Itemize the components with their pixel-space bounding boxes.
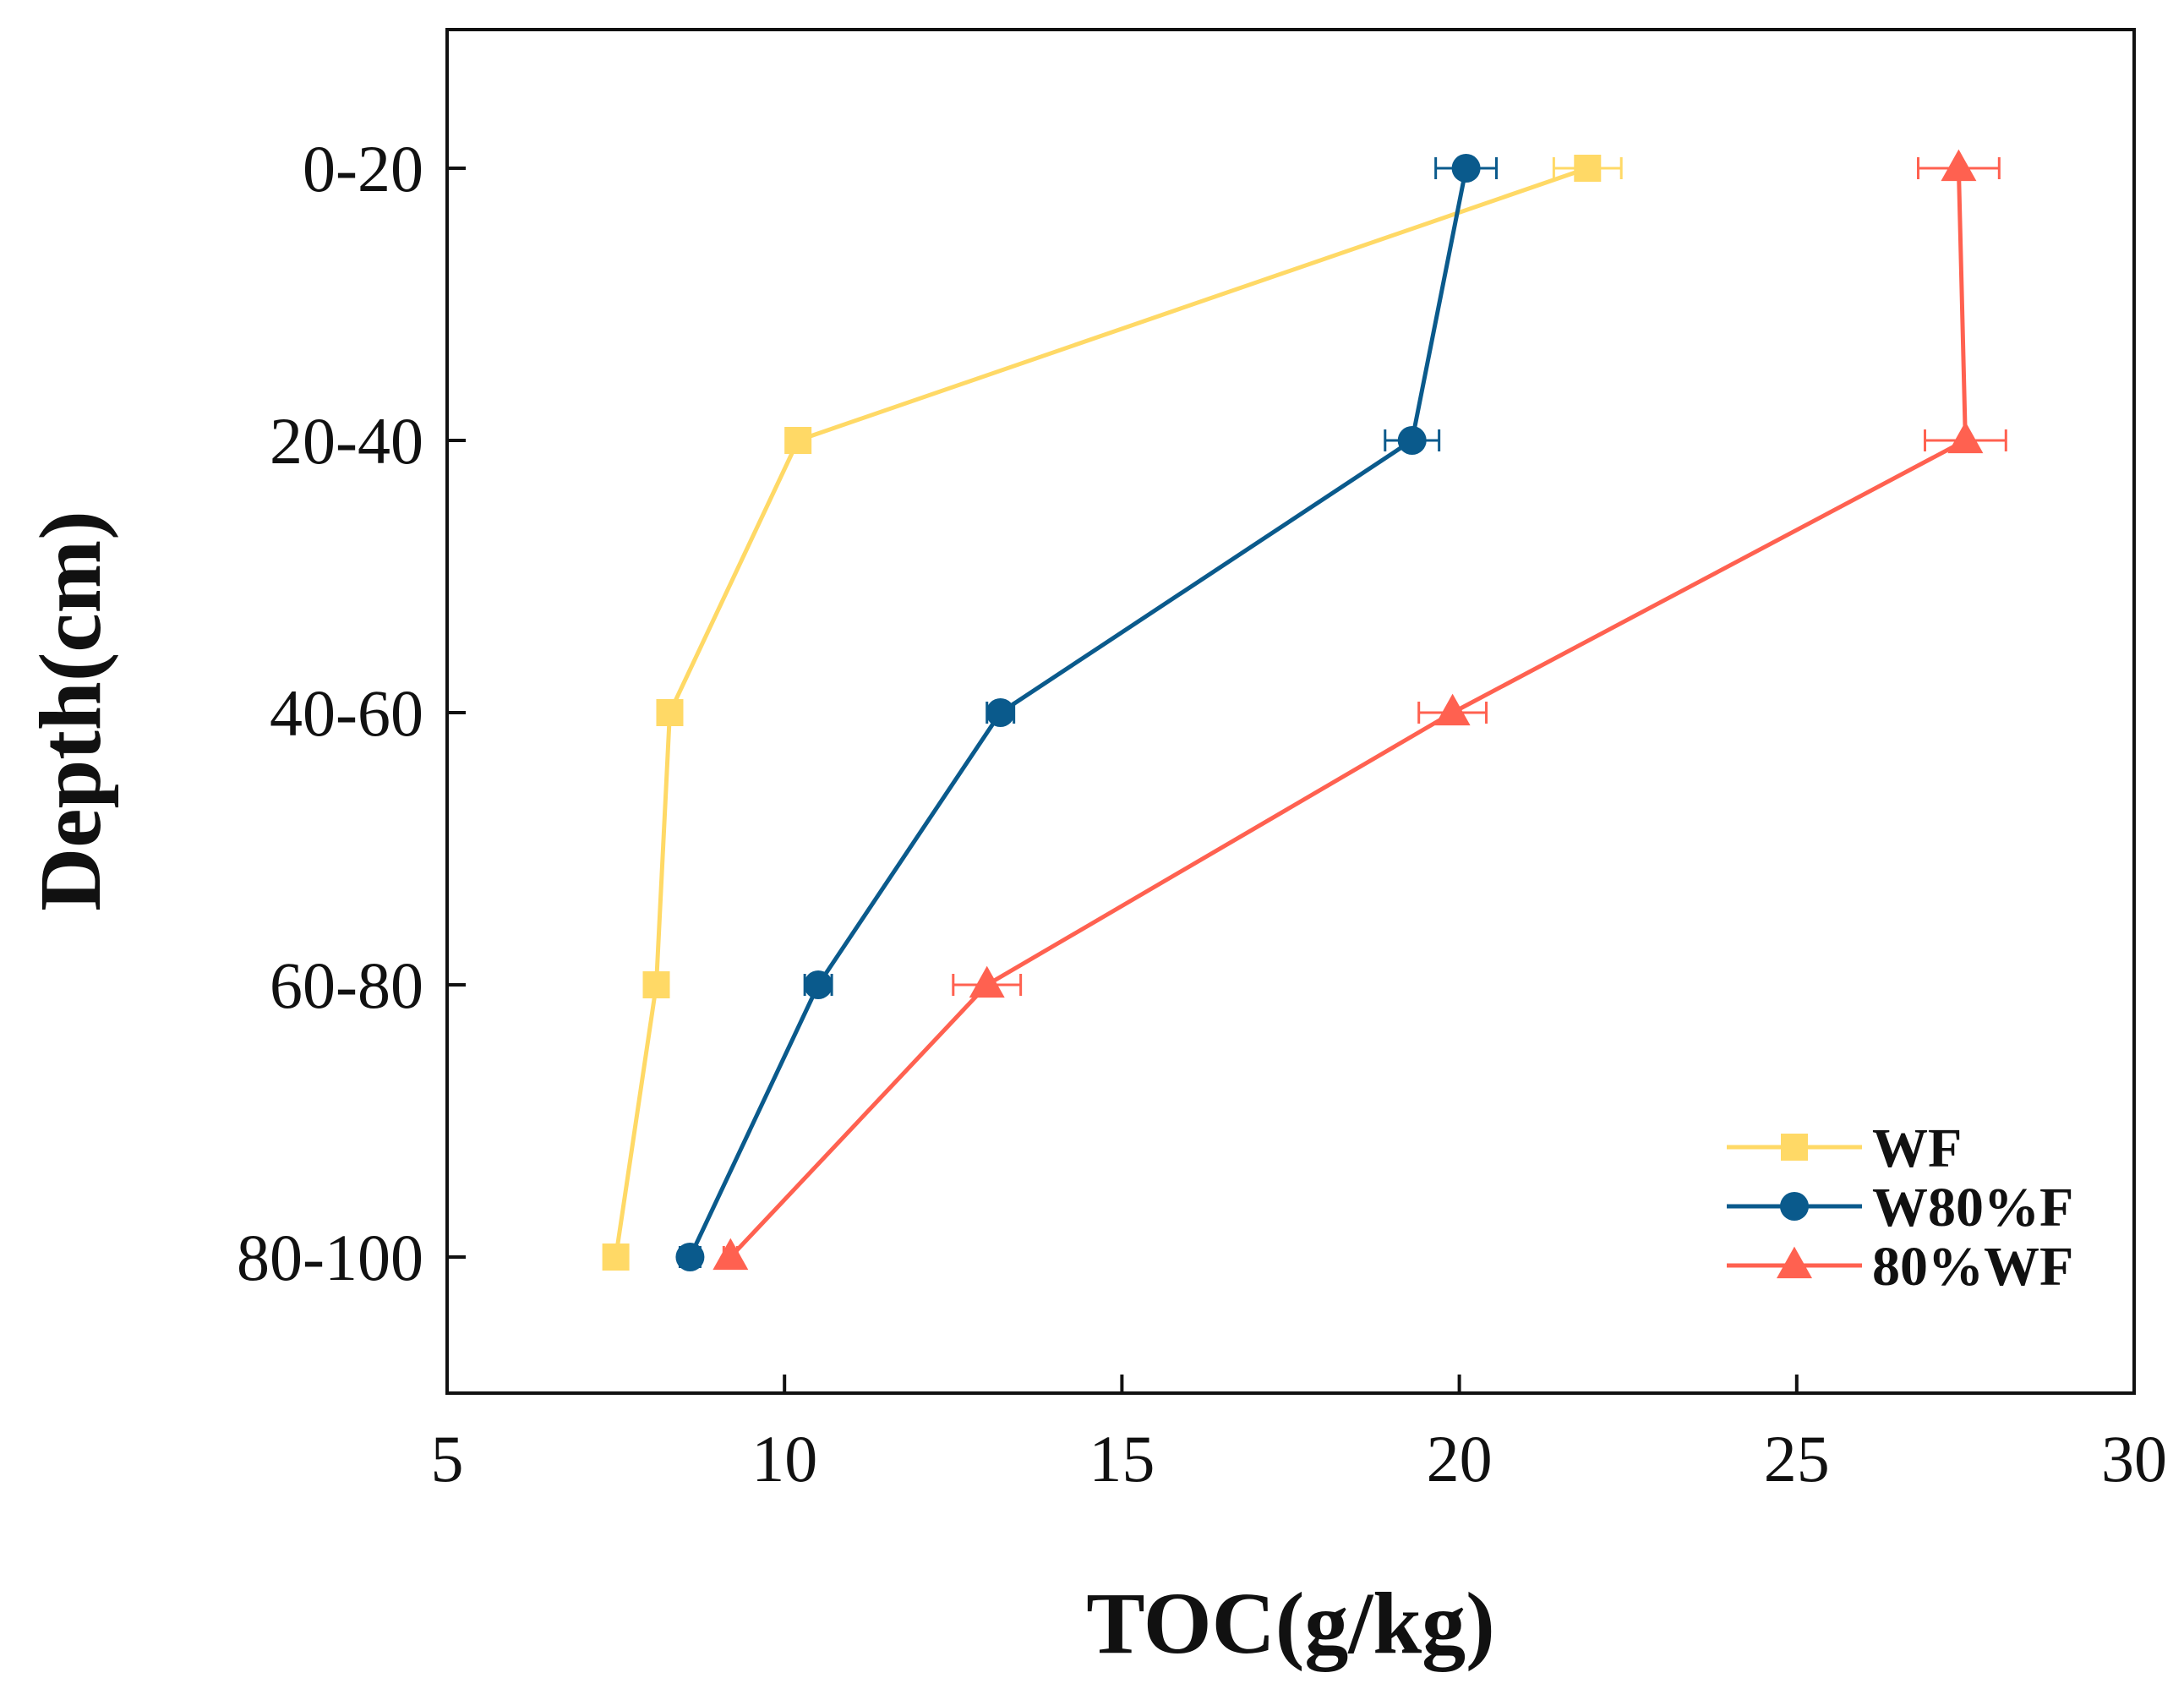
data-point-w80pctf: [986, 698, 1015, 727]
legend-label: 80%WF: [1872, 1236, 2073, 1298]
y-tick-label: 80-100: [237, 1221, 423, 1294]
data-point-wf: [603, 1244, 630, 1271]
data-point-w80pctf: [1452, 154, 1481, 183]
x-tick-label: 25: [1764, 1422, 1830, 1495]
data-point-80pctwf: [1941, 150, 1976, 181]
data-point-80pctwf: [1947, 422, 1983, 453]
data-point-wf: [1574, 155, 1601, 182]
data-point-wf: [784, 427, 811, 454]
series-line-w80pctf: [690, 168, 1466, 1257]
data-point-80pctwf: [969, 966, 1005, 998]
series-w80pctf: [675, 154, 1496, 1271]
legend-item-wf: WF: [1727, 1118, 1962, 1179]
legend-item-w80pctf: W80%F: [1727, 1177, 2073, 1238]
data-point-wf: [643, 971, 670, 998]
legend-label: W80%F: [1872, 1177, 2073, 1238]
chart: 5 10 15 20 25 30 0-20 20-40 40-60 60-80 80-100 WFW…: [0, 0, 2184, 1689]
legend-marker: [1777, 1247, 1812, 1278]
series-layer: [603, 150, 2007, 1271]
y-tick-label: 20-40: [270, 404, 423, 478]
data-point-80pctwf: [1435, 694, 1471, 725]
legend-label: WF: [1872, 1118, 1962, 1179]
y-tick-label: 0-20: [303, 132, 423, 205]
x-axis-title: TOC(g/kg): [1086, 1575, 1495, 1672]
y-axis-title: Depth(cm): [22, 511, 119, 911]
x-tick-label: 15: [1089, 1422, 1155, 1495]
legend-item-80pctwf: 80%WF: [1727, 1236, 2073, 1298]
series-80pctwf: [713, 150, 2006, 1270]
data-point-w80pctf: [675, 1243, 704, 1271]
series-line-80pctwf: [730, 168, 1965, 1257]
x-tick-label: 30: [2101, 1422, 2167, 1495]
x-tick-label: 5: [431, 1422, 464, 1495]
y-tick-label: 40-60: [270, 676, 423, 750]
y-tick-label: 60-80: [270, 948, 423, 1022]
legend-marker: [1781, 1134, 1808, 1161]
data-point-w80pctf: [804, 970, 833, 999]
data-point-w80pctf: [1398, 426, 1427, 455]
legend-marker: [1780, 1192, 1809, 1221]
x-tick-label: 20: [1427, 1422, 1493, 1495]
data-point-wf: [656, 699, 683, 726]
x-tick-label: 10: [751, 1422, 817, 1495]
